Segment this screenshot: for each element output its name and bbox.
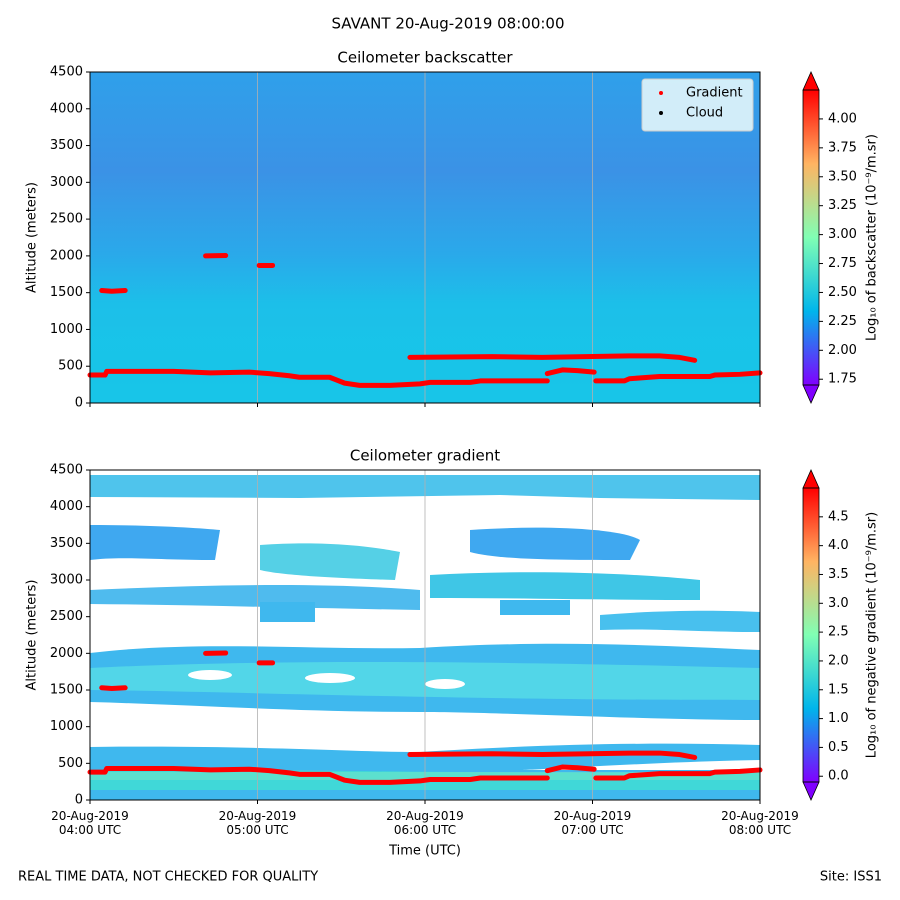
y-tick-label: 3500 (50, 536, 83, 551)
plot-frame (89, 469, 761, 801)
colorbar-extend-max (802, 71, 820, 91)
colorbar-tick-label: 3.5 (828, 567, 849, 582)
colorbar-tick-label: 1.5 (828, 682, 849, 697)
gradient-points (593, 370, 763, 384)
y-tick-label: 2500 (50, 609, 83, 624)
footer-note: REAL TIME DATA, NOT CHECKED FOR QUALITY (18, 870, 318, 885)
y-tick-label: 4000 (50, 499, 83, 514)
gradient-points (593, 767, 763, 781)
y-tick-label: 4000 (50, 101, 83, 116)
x-axis-label: Time (UTC) (388, 844, 461, 859)
panel-title: Ceilometer backscatter (337, 49, 513, 67)
legend-label: Cloud (686, 106, 723, 121)
colorbar-tick-label: 2.25 (828, 314, 857, 329)
colorbar (803, 488, 819, 782)
y-tick-label: 3000 (50, 573, 83, 588)
y-tick-label: 3000 (50, 175, 83, 190)
colorbar-tick-label: 4.00 (828, 111, 857, 126)
y-tick-label: 500 (58, 756, 83, 771)
colorbar-tick-label: 2.50 (828, 285, 857, 300)
y-tick-label: 2000 (50, 248, 83, 263)
colorbar (803, 90, 819, 385)
y-axis-label: Altitude (meters) (25, 182, 40, 293)
colorbar-tick-label: 1.0 (828, 711, 849, 726)
y-tick-label: 500 (58, 359, 83, 374)
x-tick-label: 20-Aug-2019 07:00 UTC (554, 809, 632, 837)
colorbar-frame (802, 487, 820, 783)
footer-site: Site: ISS1 (820, 870, 882, 885)
colorbar-tick-label: 2.0 (828, 653, 849, 668)
colorbar-label: Log₁₀ of backscatter (10⁻⁹/m.sr) (865, 134, 880, 341)
gradient-points (407, 353, 698, 363)
legend-label: Gradient (686, 86, 743, 101)
y-tick-label: 0 (75, 793, 83, 808)
y-tick-label: 3500 (50, 138, 83, 153)
colorbar-tick-label: 4.0 (828, 538, 849, 553)
colorbar-tick-label: 0.5 (828, 740, 849, 755)
colorbar-tick-label: 2.00 (828, 343, 857, 358)
y-tick-label: 2500 (50, 212, 83, 227)
y-tick-label: 1000 (50, 719, 83, 734)
colorbar-extend-min (802, 781, 820, 801)
gradient-points (87, 368, 550, 388)
colorbar-tick-label: 3.0 (828, 596, 849, 611)
y-tick-label: 1500 (50, 285, 83, 300)
panel-title: Ceilometer gradient (350, 447, 500, 465)
gradient-points (544, 764, 597, 774)
x-tick-label: 20-Aug-2019 08:00 UTC (721, 809, 799, 837)
x-tick-label: 20-Aug-2019 06:00 UTC (386, 809, 464, 837)
gradient-points (99, 287, 128, 294)
y-tick-label: 1500 (50, 683, 83, 698)
colorbar-tick-label: 3.00 (828, 227, 857, 242)
colorbar-frame (802, 89, 820, 386)
y-tick-label: 4500 (50, 463, 83, 478)
y-tick-label: 2000 (50, 646, 83, 661)
y-tick-label: 1000 (50, 322, 83, 337)
legend-box (641, 78, 754, 132)
colorbar-tick-label: 1.75 (828, 372, 857, 387)
colorbar-tick-label: 3.50 (828, 169, 857, 184)
colorbar-tick-label: 3.75 (828, 140, 857, 155)
y-axis-label: Altitude (meters) (25, 580, 40, 691)
x-tick-label: 20-Aug-2019 05:00 UTC (219, 809, 297, 837)
plot-frame (89, 71, 761, 404)
y-tick-label: 0 (75, 396, 83, 411)
legend-marker (659, 111, 663, 115)
gradient-points (407, 750, 698, 760)
gradient-points (99, 685, 128, 692)
colorbar-tick-label: 2.5 (828, 625, 849, 640)
colorbar-label: Log₁₀ of negative gradient (10⁻⁹/m.sr) (865, 512, 880, 758)
colorbar-extend-min (802, 384, 820, 404)
colorbar-tick-label: 4.5 (828, 509, 849, 524)
legend-marker (659, 91, 663, 95)
gradient-points (544, 367, 597, 377)
figure-title: SAVANT 20-Aug-2019 08:00:00 (332, 15, 565, 33)
colorbar-extend-max (802, 469, 820, 489)
colorbar-tick-label: 3.25 (828, 198, 857, 213)
gradient-points (87, 765, 550, 785)
x-tick-label: 20-Aug-2019 04:00 UTC (51, 809, 129, 837)
y-tick-label: 4500 (50, 65, 83, 80)
colorbar-tick-label: 2.75 (828, 256, 857, 271)
colorbar-tick-label: 0.0 (828, 769, 849, 784)
